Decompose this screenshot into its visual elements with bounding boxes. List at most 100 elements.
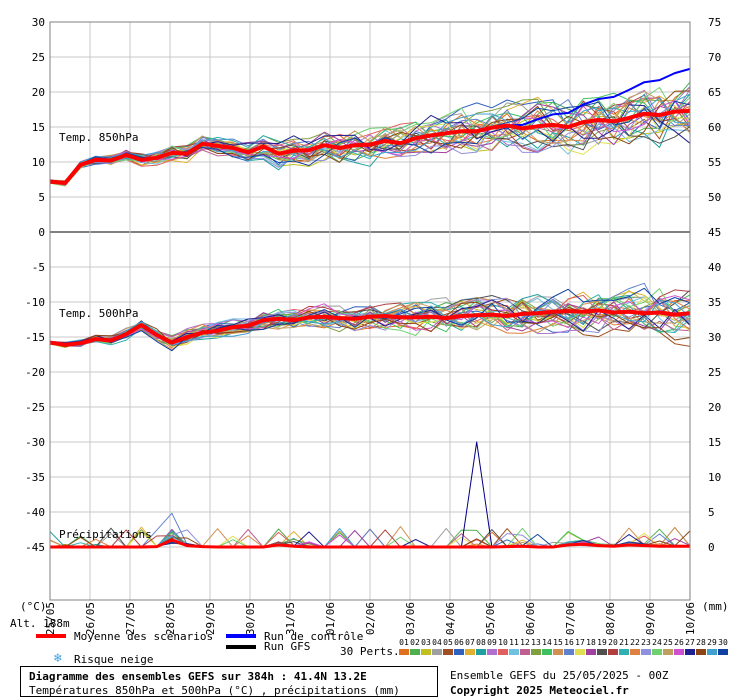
panel-label-t500: Temp. 500hPa bbox=[59, 307, 138, 320]
pert-swatch bbox=[663, 649, 673, 655]
date-tick-label: 09/06 bbox=[644, 602, 657, 635]
pert-swatch bbox=[399, 649, 409, 655]
date-tick-label: 31/05 bbox=[284, 602, 297, 635]
left-tick-label: -25 bbox=[25, 401, 45, 414]
left-tick-label: -20 bbox=[25, 366, 45, 379]
pert-number: 07 bbox=[465, 638, 475, 647]
panel-label-t850: Temp. 850hPa bbox=[59, 131, 138, 144]
right-tick-label: 25 bbox=[708, 366, 721, 379]
date-tick-label: 01/06 bbox=[324, 602, 337, 635]
pert-swatch bbox=[630, 649, 640, 655]
pert-number: 04 bbox=[432, 638, 442, 647]
date-tick-label: 05/06 bbox=[484, 602, 497, 635]
pert-swatch bbox=[597, 649, 607, 655]
pert-number: 26 bbox=[674, 638, 684, 647]
chart-grid bbox=[49, 21, 691, 600]
left-tick-label: 25 bbox=[32, 51, 45, 64]
mean-line-500 bbox=[49, 308, 691, 347]
pert-swatch bbox=[531, 649, 541, 655]
pert-number: 19 bbox=[597, 638, 607, 647]
right-tick-label: 60 bbox=[708, 121, 721, 134]
altitude-label: Alt. 188m bbox=[10, 617, 70, 630]
pert-swatch bbox=[575, 649, 585, 655]
legend-perts-label: 30 Perts. bbox=[340, 645, 400, 658]
right-tick-label: 75 bbox=[708, 16, 721, 29]
run-info: Ensemble GEFS du 25/05/2025 - 00Z bbox=[450, 669, 669, 682]
pert-swatch bbox=[465, 649, 475, 655]
pert-number: 17 bbox=[575, 638, 585, 647]
left-tick-label: 20 bbox=[32, 86, 45, 99]
left-tick-label: -40 bbox=[25, 506, 45, 519]
pert-swatch bbox=[520, 649, 530, 655]
pert-swatch bbox=[542, 649, 552, 655]
legend-snow-label: Risque neige bbox=[74, 653, 154, 666]
pert-number: 12 bbox=[520, 638, 530, 647]
pert-swatch bbox=[586, 649, 596, 655]
pert-swatch bbox=[454, 649, 464, 655]
date-tick-label: 28/05 bbox=[164, 602, 177, 635]
legend-mean-label: Moyenne des scénarios bbox=[74, 630, 214, 643]
left-tick-label: 15 bbox=[32, 121, 45, 134]
left-tick-label: 5 bbox=[38, 191, 45, 204]
pert-number: 25 bbox=[663, 638, 673, 647]
pert-number: 11 bbox=[509, 638, 519, 647]
date-tick-label: 29/05 bbox=[204, 602, 217, 635]
right-tick-label: 10 bbox=[708, 471, 721, 484]
pert-number: 18 bbox=[586, 638, 596, 647]
mean-lines bbox=[49, 67, 691, 549]
pert-line-850 bbox=[49, 97, 691, 183]
pert-swatch bbox=[685, 649, 695, 655]
pert-swatch bbox=[652, 649, 662, 655]
diagram-title: Diagramme des ensembles GEFS sur 384h : … bbox=[29, 670, 367, 683]
pert-swatch bbox=[443, 649, 453, 655]
pert-swatch bbox=[509, 649, 519, 655]
pert-swatch bbox=[707, 649, 717, 655]
plot-frame bbox=[49, 21, 691, 601]
pert-number: 13 bbox=[531, 638, 541, 647]
right-tick-label: 45 bbox=[708, 226, 721, 239]
legend-gfs-label: Run GFS bbox=[264, 640, 311, 653]
right-tick-label: 20 bbox=[708, 401, 721, 414]
pert-swatch bbox=[553, 649, 563, 655]
legend-mean-swatch bbox=[36, 634, 66, 638]
snowflake-icon: ❄ bbox=[54, 651, 62, 666]
pert-number: 08 bbox=[476, 638, 486, 647]
date-tick-label: 25/05 bbox=[44, 602, 57, 635]
date-tick-label: 30/05 bbox=[244, 602, 257, 635]
pert-swatch bbox=[608, 649, 618, 655]
pert-number: 30 bbox=[718, 638, 728, 647]
pert-number: 27 bbox=[685, 638, 695, 647]
copyright: Copyright 2025 Meteociel.fr bbox=[450, 684, 629, 697]
pert-swatch bbox=[410, 649, 420, 655]
right-tick-label: 15 bbox=[708, 436, 721, 449]
left-tick-label: -10 bbox=[25, 296, 45, 309]
pert-swatch bbox=[641, 649, 651, 655]
right-tick-label: 0 bbox=[708, 541, 715, 554]
pert-swatch bbox=[476, 649, 486, 655]
pert-number: 21 bbox=[619, 638, 629, 647]
right-tick-label: 30 bbox=[708, 331, 721, 344]
right-tick-label: 50 bbox=[708, 191, 721, 204]
date-tick-label: 10/06 bbox=[684, 602, 697, 635]
pert-number: 03 bbox=[421, 638, 431, 647]
pert-number: 01 bbox=[399, 638, 409, 647]
date-tick-label: 06/06 bbox=[524, 602, 537, 635]
right-tick-label: 55 bbox=[708, 156, 721, 169]
legend-control-label: Run de contrôle bbox=[264, 630, 364, 643]
pert-number: 09 bbox=[487, 638, 497, 647]
pert-number: 02 bbox=[410, 638, 420, 647]
pert-number: 20 bbox=[608, 638, 618, 647]
left-tick-label: -45 bbox=[25, 541, 45, 554]
panel-label-precip: Précipitations bbox=[59, 528, 152, 541]
right-tick-label: 70 bbox=[708, 51, 721, 64]
left-tick-label: -5 bbox=[32, 261, 45, 274]
legend-gfs-swatch bbox=[226, 645, 256, 649]
pert-line-850 bbox=[49, 93, 691, 185]
date-tick-label: 27/05 bbox=[124, 602, 137, 635]
pert-number: 15 bbox=[553, 638, 563, 647]
left-tick-label: -30 bbox=[25, 436, 45, 449]
diagram-subtitle: Températures 850hPa et 500hPa (°C) , pré… bbox=[29, 684, 400, 697]
pert-number: 22 bbox=[630, 638, 640, 647]
pert-swatch bbox=[564, 649, 574, 655]
pert-number: 23 bbox=[641, 638, 651, 647]
